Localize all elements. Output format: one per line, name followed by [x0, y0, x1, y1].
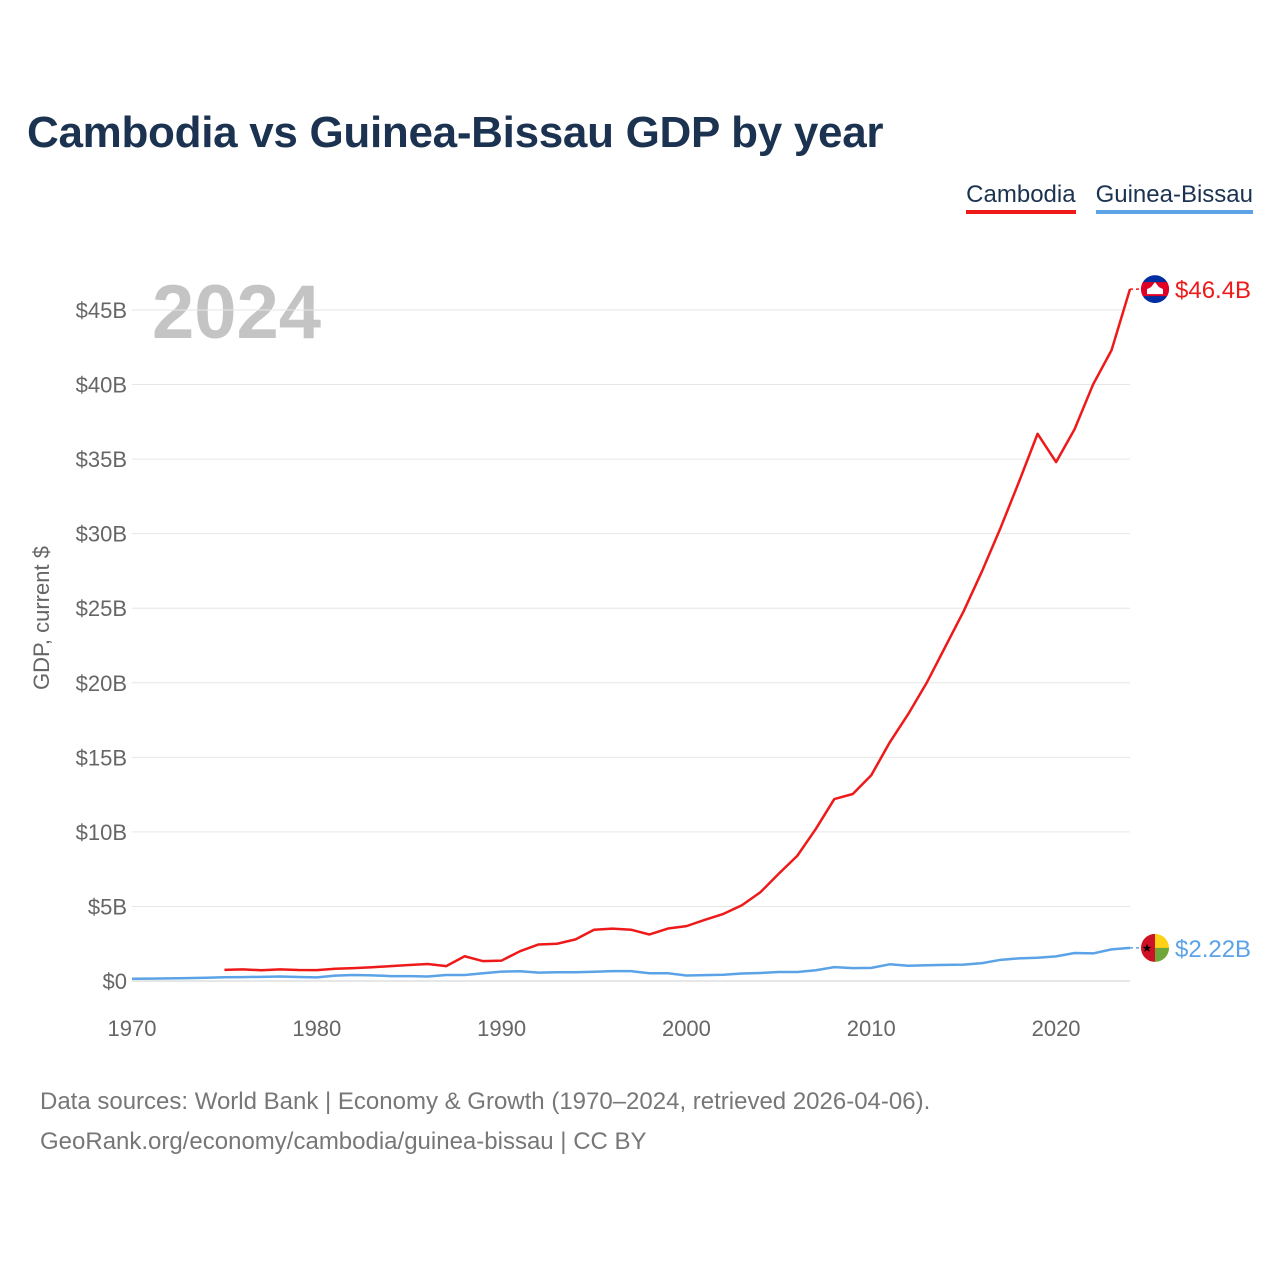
x-tick-label: 1970: [108, 1016, 157, 1041]
series-line-guinea-bissau: [131, 946, 1131, 981]
end-value-label-guinea-bissau: $2.22B: [1175, 936, 1251, 963]
footer-sources: Data sources: World Bank | Economy & Gro…: [40, 1088, 931, 1115]
y-tick-label: $45B: [76, 298, 127, 323]
guinea-bissau-flag: [1141, 933, 1169, 962]
x-tick-label: 1990: [477, 1016, 526, 1041]
y-tick-label: $5B: [88, 894, 127, 919]
legend: Cambodia Guinea-Bissau: [966, 181, 1253, 214]
y-tick-label: $30B: [76, 522, 127, 547]
y-tick-label: $20B: [76, 671, 127, 696]
y-tick-label: $15B: [76, 745, 127, 770]
y-tick-label: $10B: [76, 820, 127, 845]
legend-item-cambodia[interactable]: Cambodia: [966, 181, 1076, 214]
legend-item-guinea-bissau[interactable]: Guinea-Bissau: [1095, 181, 1253, 214]
x-tick-label: 2010: [847, 1016, 896, 1041]
end-value-label-cambodia: $46.4B: [1175, 277, 1251, 304]
y-tick-label: $25B: [76, 596, 127, 621]
x-tick-label: 2000: [662, 1016, 711, 1041]
y-tick-label: $0: [103, 969, 127, 994]
chart-title: Cambodia vs Guinea-Bissau GDP by year: [27, 108, 884, 157]
series-line-cambodia: [224, 288, 1132, 972]
y-tick-label: $35B: [76, 447, 127, 472]
y-axis-title: GDP, current $: [29, 546, 54, 690]
footer-credit: GeoRank.org/economy/cambodia/guinea-biss…: [40, 1128, 647, 1155]
year-watermark: 2024: [152, 270, 321, 355]
footer: Data sources: World Bank | Economy & Gro…: [40, 1082, 930, 1162]
x-tick-label: 2020: [1032, 1016, 1081, 1041]
y-tick-label: $40B: [76, 373, 127, 398]
cambodia-flag: [1141, 275, 1169, 304]
x-tick-label: 1980: [292, 1016, 341, 1041]
